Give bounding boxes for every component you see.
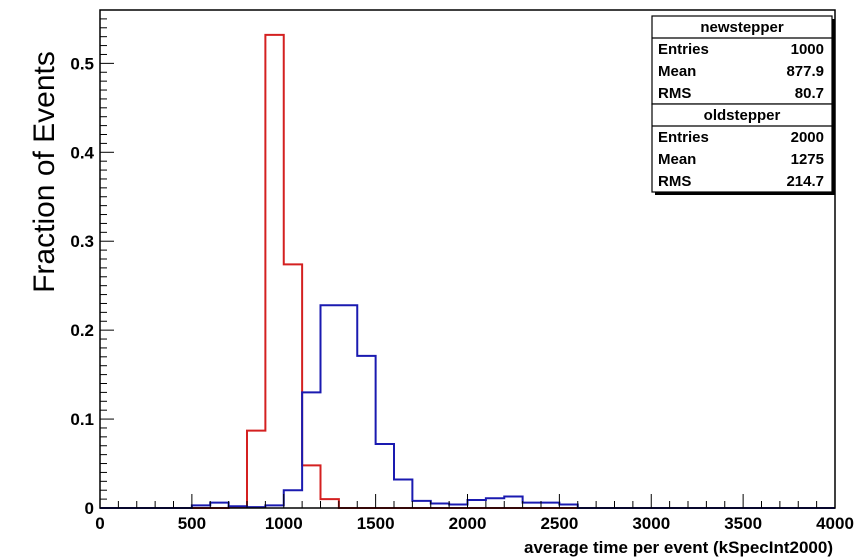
stats-value: 214.7: [786, 173, 824, 190]
stats-label: Mean: [658, 151, 696, 168]
x-tick-label: 4000: [816, 514, 854, 533]
stats-box-frame: [651, 15, 833, 105]
stats-label: RMS: [658, 85, 691, 102]
x-tick-label: 500: [178, 514, 206, 533]
y-tick-label: 0: [85, 499, 94, 518]
x-tick-label: 2000: [449, 514, 487, 533]
stats-box-oldstepper: oldstepper Entries 2000 Mean 1275 RMS 214.7: [651, 103, 835, 195]
y-tick-label: 0.2: [70, 321, 94, 340]
y-tick-label: 0.4: [70, 143, 94, 162]
x-axis-label: average time per event (kSpecInt2000): [524, 538, 833, 557]
stats-label: Mean: [658, 63, 696, 80]
y-axis-label: Fraction of Events: [28, 51, 61, 293]
stats-box-title: newstepper: [700, 19, 784, 36]
x-tick-label: 1000: [265, 514, 303, 533]
y-tick-label: 0.3: [70, 232, 94, 251]
stats-value: 1000: [791, 41, 824, 58]
x-tick-label: 2500: [540, 514, 578, 533]
y-tick-label: 0.5: [70, 54, 94, 73]
stats-box-frame: [651, 103, 833, 193]
x-tick-label: 0: [95, 514, 104, 533]
stats-box-title: oldstepper: [704, 107, 781, 124]
x-tick-label: 1500: [357, 514, 395, 533]
stats-value: 80.7: [795, 85, 824, 102]
stats-box-newstepper: newstepper Entries 1000 Mean 877.9 RMS 80.7: [651, 15, 835, 107]
axes-layer: 0 500 1000 1500 2000 2500 3000 3500 4000 0 0.1 0.2 0…: [70, 9, 854, 533]
stats-value: 2000: [791, 129, 824, 146]
y-tick-label: 0.1: [70, 410, 94, 429]
stats-label: RMS: [658, 173, 691, 190]
stats-value: 1275: [791, 151, 824, 168]
stats-label: Entries: [658, 41, 709, 58]
x-tick-label: 3000: [632, 514, 670, 533]
x-tick-label: 3500: [724, 514, 762, 533]
stats-label: Entries: [658, 129, 709, 146]
stats-value: 877.9: [786, 63, 824, 80]
